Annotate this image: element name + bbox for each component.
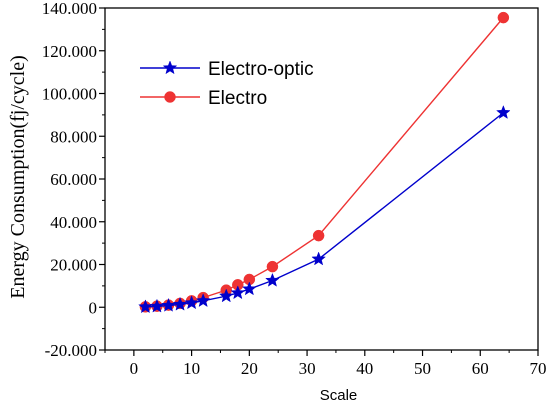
legend-circle-marker [164,91,176,103]
x-tick-label: 0 [130,359,139,378]
data-point [230,285,246,300]
data-point [184,295,199,310]
series-electro [139,11,510,313]
y-tick-label: 60.000 [50,170,97,189]
legend-star-marker [162,60,178,75]
x-axis-title: Scale [320,387,358,404]
series-line [145,17,504,308]
data-point [265,272,280,287]
y-tick-label: 0 [89,298,98,317]
data-point [149,298,165,313]
x-tick-label: 40 [356,359,373,378]
y-tick-label: -20.000 [45,341,97,360]
y-axis-title: Energy Consumption(fj/cycle) [7,55,29,298]
x-tick-label: 20 [241,359,258,378]
data-point [195,293,211,308]
y-tick-label: 120.000 [42,42,97,61]
legend-label: Electro-optic [208,59,314,80]
y-tick-label: 80.000 [50,127,97,146]
data-point [312,229,325,242]
legend-item: Electro [140,88,267,109]
data-point [266,260,279,273]
data-point [161,297,176,312]
x-tick-label: 70 [530,359,547,378]
x-tick-label: 50 [414,359,431,378]
data-point [138,299,153,314]
legend-item: Electro-optic [140,59,314,80]
x-tick-label: 60 [472,359,489,378]
y-tick-label: 40.000 [50,213,97,232]
data-point [242,281,257,296]
x-tick-label: 30 [299,359,316,378]
data-point [311,251,326,266]
data-point [496,105,511,119]
data-point [172,296,188,311]
y-tick-label: 20.000 [50,256,97,275]
data-point [497,11,510,24]
legend-label: Electro [208,88,267,109]
data-point [218,288,234,303]
y-tick-label: 140.000 [42,0,97,18]
y-tick-label: 100.000 [42,85,97,104]
plot-frame [104,7,539,351]
series-electro-optic [138,105,511,314]
x-tick-label: 10 [183,359,200,378]
series-line [145,112,504,308]
